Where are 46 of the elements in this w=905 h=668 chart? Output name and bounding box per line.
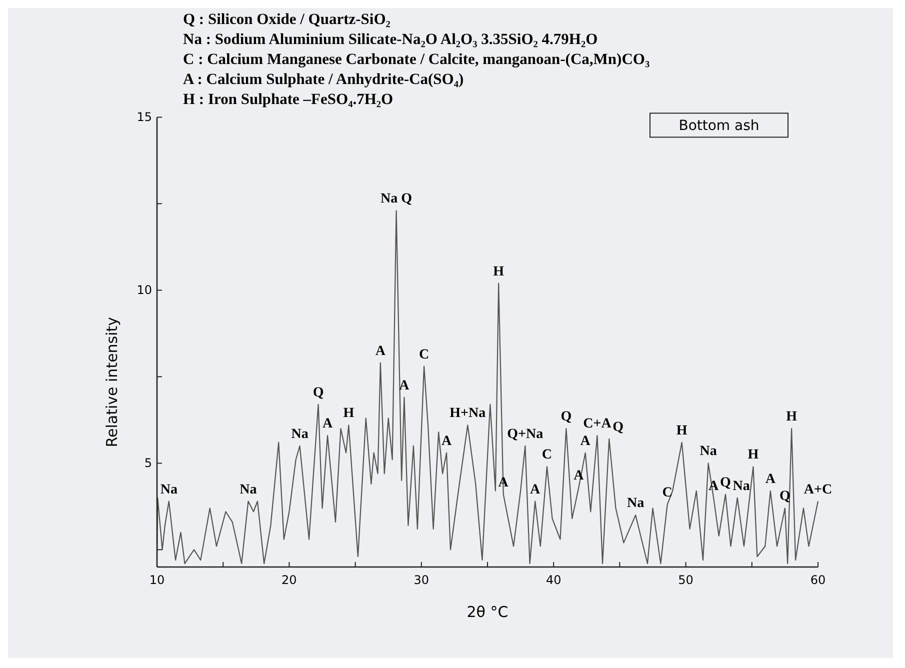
annotation: H xyxy=(786,410,798,425)
y-tick-label: 5 xyxy=(144,456,152,470)
x-tick-label: 40 xyxy=(546,573,562,587)
annotation: A+C xyxy=(804,482,832,498)
y-tick-label: 15 xyxy=(136,110,152,124)
annotation: H xyxy=(676,423,688,438)
annotation: C+A xyxy=(583,416,612,432)
text: Q : Silicon Oxide / Quartz-SiO₂ xyxy=(183,11,391,28)
annotation: Q xyxy=(560,410,572,425)
annotation: A xyxy=(441,434,452,449)
annotation: Q xyxy=(720,475,732,490)
annotation: Q xyxy=(312,385,324,400)
x-tick-label: 20 xyxy=(282,573,297,587)
annotation: H xyxy=(343,406,354,422)
annotation: H+Na xyxy=(450,406,486,422)
text: Na : Sodium Aluminium Silicate-Na₂O Al₂O₃ 3.35SiO₂ 4.79H₂O xyxy=(183,31,598,48)
y-tick-label: 10 xyxy=(136,283,152,298)
annotation: C xyxy=(418,347,430,362)
annotation: A xyxy=(530,482,542,498)
annotation: Na Q xyxy=(380,192,412,207)
annotation: Na xyxy=(240,482,257,498)
x-tick-label: 60 xyxy=(810,573,826,587)
annotation: Na xyxy=(160,482,178,498)
annotation: Na xyxy=(732,478,750,494)
annotation: Na xyxy=(291,426,308,442)
annotation: A xyxy=(765,472,776,487)
annotation: Q xyxy=(612,420,624,435)
annotation: A xyxy=(322,416,334,432)
x-axis-title: 2θ °C xyxy=(466,603,508,621)
x-tick-label: 50 xyxy=(678,573,694,587)
x-tick-label: 30 xyxy=(414,573,430,587)
annotation: A xyxy=(580,434,592,449)
text: A : Calcium Sulphate / Anhydrite-Ca(SO₄) xyxy=(183,71,464,88)
text: C : Calcium Manganese Carbonate / Calcite, manganoan-(Ca,Mn)CO₃ xyxy=(183,51,650,68)
y-axis-title: Relative intensity xyxy=(103,316,121,448)
annotation: Na xyxy=(700,444,717,460)
annotation: Na xyxy=(627,496,644,512)
text: H : Iron Sulphate –FeSO₄.7H₂O xyxy=(183,91,394,108)
annotation: H xyxy=(748,448,759,463)
annotation: C xyxy=(542,448,552,463)
annotation: C xyxy=(662,486,672,501)
annotation: H xyxy=(493,264,504,280)
chart-title: Bottom ash xyxy=(678,118,760,134)
annotation: Q+Na xyxy=(507,426,544,442)
annotation: A xyxy=(375,344,386,359)
x-tick-label: 10 xyxy=(149,573,165,587)
